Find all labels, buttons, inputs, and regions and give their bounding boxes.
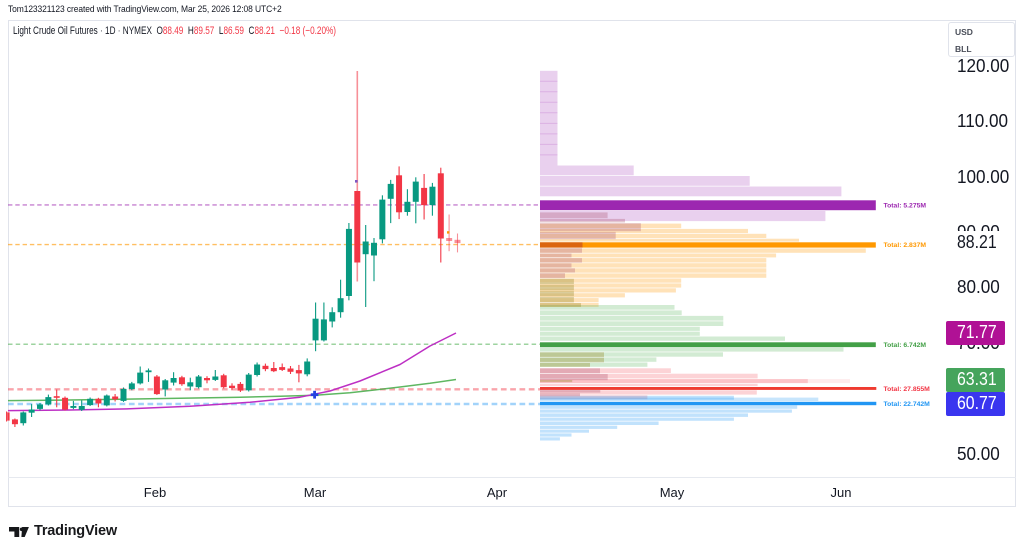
svg-text:Total: 5.275M: Total: 5.275M [884,203,927,210]
svg-text:Total: 27.855M: Total: 27.855M [884,386,931,393]
svg-text:Total: 2.837M: Total: 2.837M [884,242,927,249]
svg-text:Total: 6.742M: Total: 6.742M [884,342,927,349]
svg-text:Total: 22.742M: Total: 22.742M [884,401,931,408]
